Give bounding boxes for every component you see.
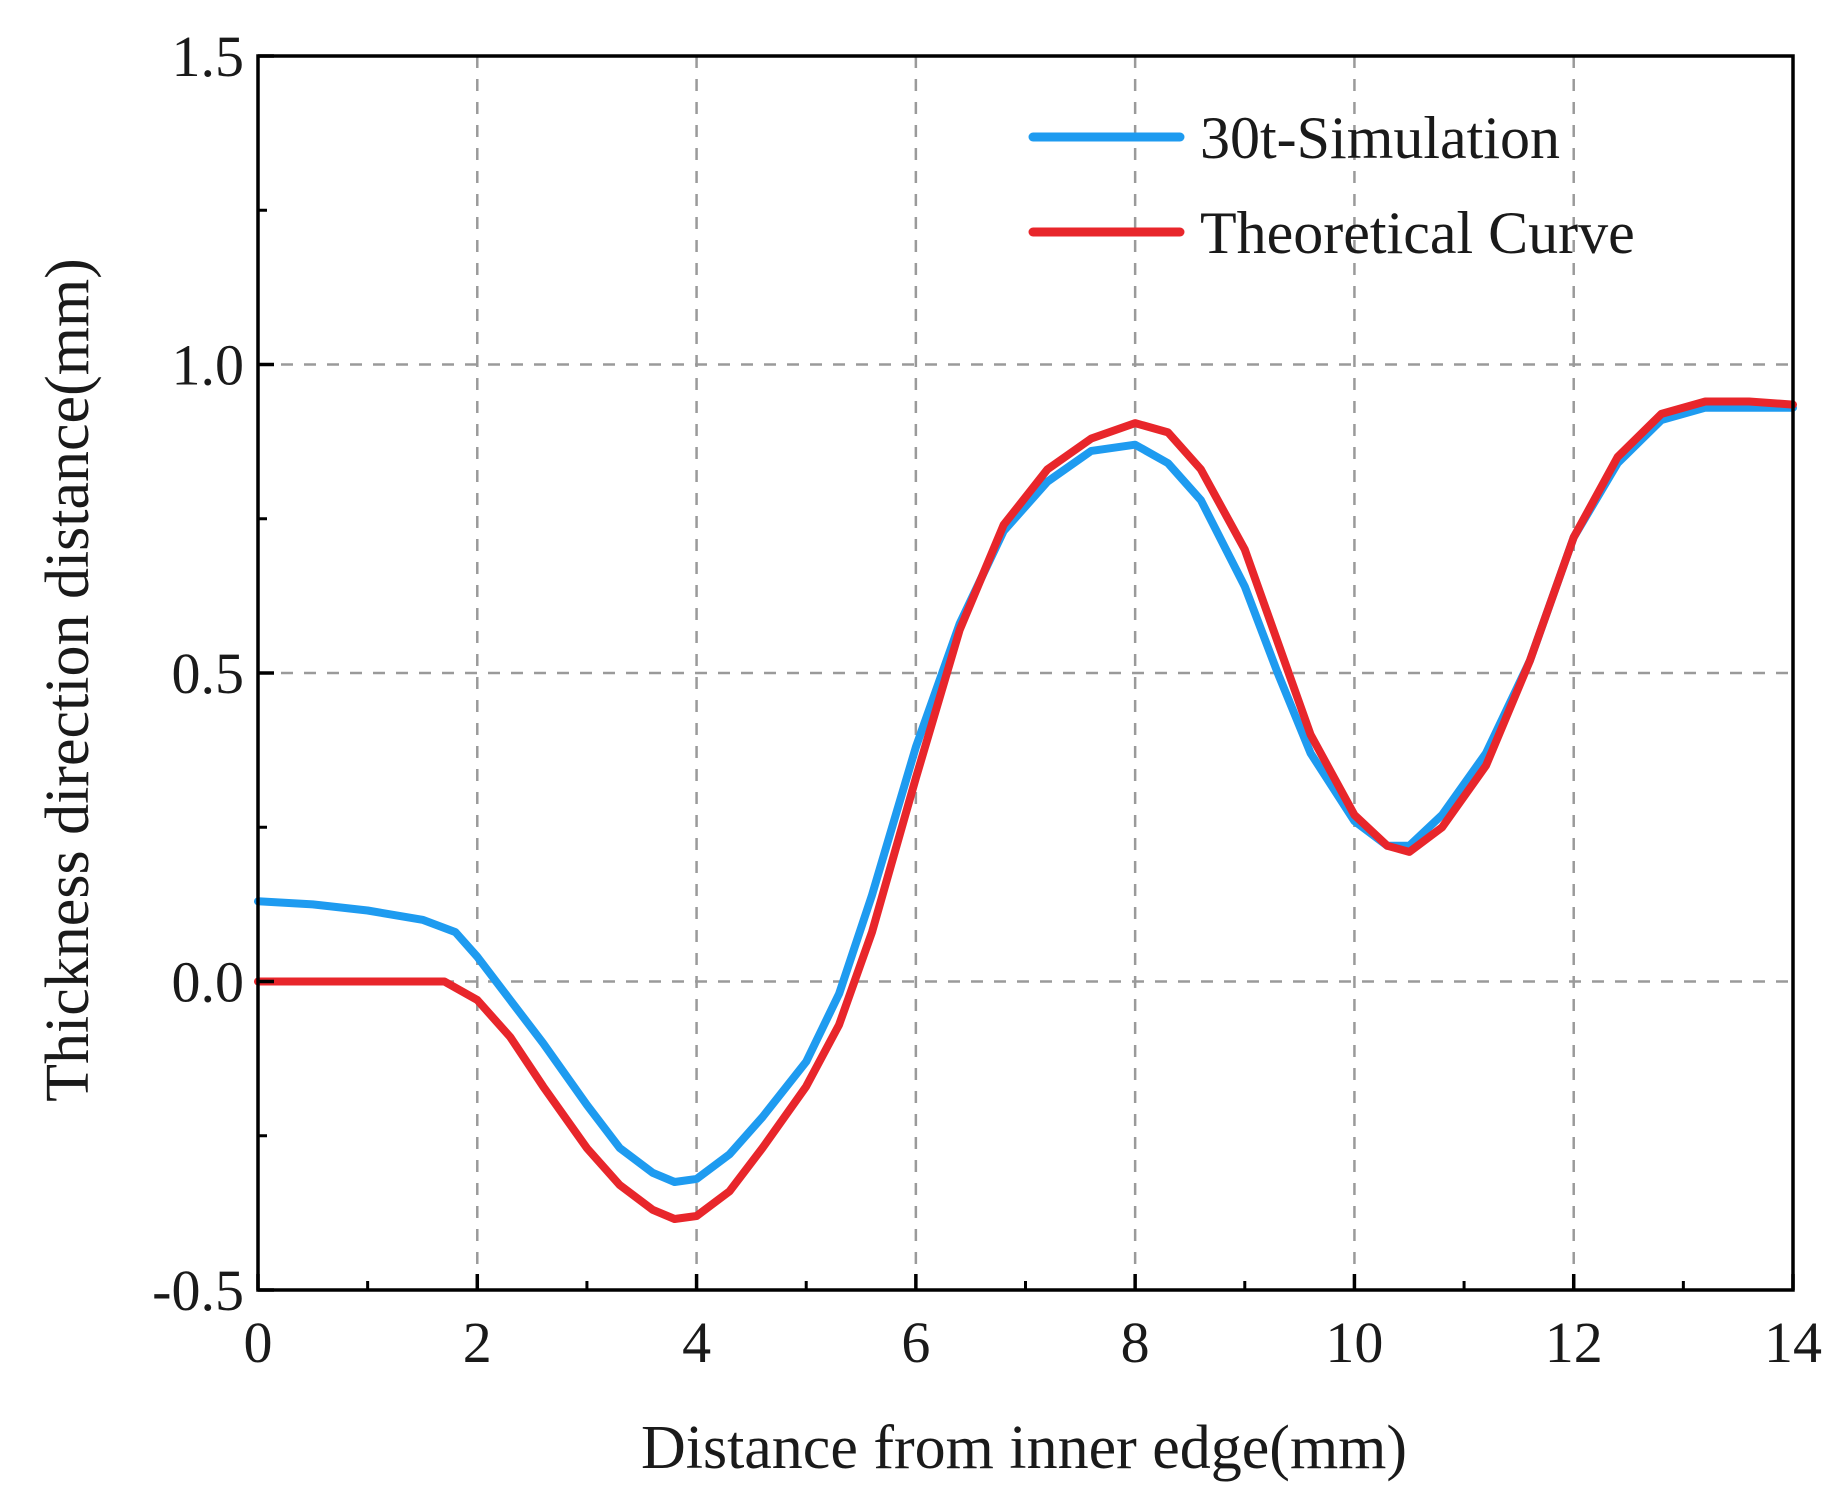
series-lines <box>254 397 1797 1223</box>
x-tick-label: 0 <box>244 1310 273 1375</box>
y-tick-label: 1.0 <box>172 333 245 398</box>
x-tick-label: 2 <box>463 1310 492 1375</box>
x-tick-label: 10 <box>1325 1310 1383 1375</box>
y-axis-label: Thickness direction distance(mm) <box>34 258 102 1102</box>
y-tick-label: 0.5 <box>172 641 245 706</box>
x-tick-label: 8 <box>1121 1310 1150 1375</box>
grid-lines <box>258 56 1793 1290</box>
x-tick-label: 14 <box>1764 1310 1822 1375</box>
tick-labels: 0 2 4 6 8 10 12 14 -0.5 0.0 0.5 1.0 1.5 <box>152 24 1822 1375</box>
x-tick-label: 4 <box>682 1310 711 1375</box>
legend-label-theoretical: Theoretical Curve <box>1200 200 1635 266</box>
y-tick-label: 0.0 <box>172 950 245 1015</box>
y-tick-label: 1.5 <box>172 24 245 89</box>
x-tick-label: 12 <box>1545 1310 1603 1375</box>
legend: 30t-Simulation Theoretical Curve <box>1028 105 1635 266</box>
series-line-theoretical <box>254 397 1797 1223</box>
axes <box>256 54 1795 1292</box>
x-tick-label: 6 <box>901 1310 930 1375</box>
legend-label-simulation: 30t-Simulation <box>1200 105 1560 171</box>
x-axis-label: Distance from inner edge(mm) <box>641 1414 1407 1482</box>
y-tick-label: -0.5 <box>152 1258 244 1323</box>
